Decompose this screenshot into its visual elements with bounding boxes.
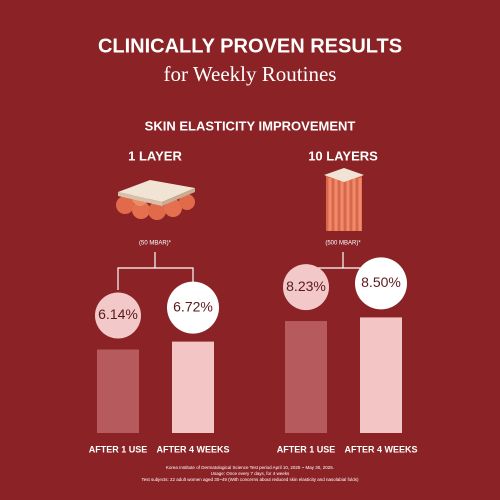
value-label: 8.50% [361,274,401,290]
bar [97,349,139,433]
category-label: AFTER 4 WEEKS [156,444,229,454]
value-badge [355,257,407,310]
value-label: 8.23% [286,278,326,294]
value-label: 6.14% [98,306,138,322]
footnote: Korea Institute of Dermatological Scienc… [166,465,334,470]
bar [360,317,402,433]
bar [285,321,327,433]
group-title: 10 LAYERS [308,148,378,163]
bracket [117,252,194,290]
footnotes: Korea Institute of Dermatological Scienc… [142,465,360,482]
value-badge [95,292,141,339]
category-label: AFTER 4 WEEKS [344,444,417,454]
single-layer-icon [116,180,195,220]
group-subtitle: (500 MBAR)* [325,241,361,247]
multi-layer-icon [324,168,364,231]
title: CLINICALLY PROVEN RESULTS [98,35,402,57]
section-title: SKIN ELASTICITY IMPROVEMENT [145,118,356,133]
value-badge [283,264,329,311]
group-title: 1 LAYER [128,148,182,163]
footnote: Test subjects: 22 adult women aged 30~49… [142,477,360,482]
group-subtitle: (50 MBAR)* [139,241,172,247]
category-label: AFTER 1 USE [277,444,336,454]
value-badge [167,281,219,334]
bar [172,341,214,433]
subtitle: for Weekly Routines [164,62,337,86]
footnote: Usage: Once every 7 days, for 4 weeks [211,471,290,476]
category-label: AFTER 1 USE [89,444,148,454]
value-label: 6.72% [173,298,213,314]
